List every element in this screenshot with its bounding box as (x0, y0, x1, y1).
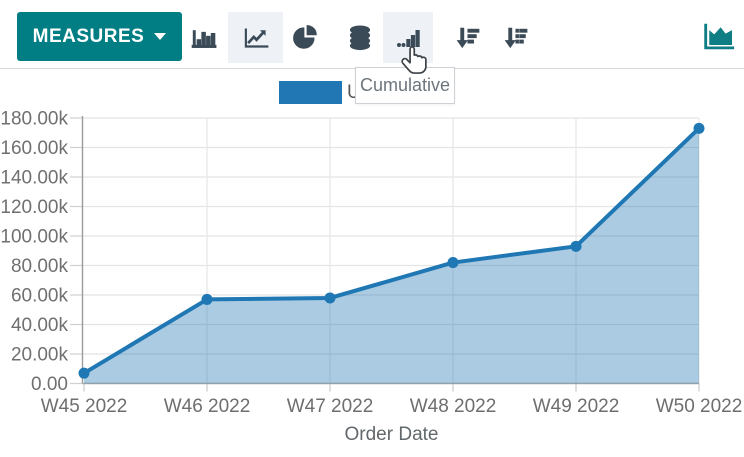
y-tick-label: 80.00k (11, 256, 69, 277)
pie-chart-button[interactable] (280, 12, 330, 63)
y-tick-label: 60.00k (11, 286, 69, 307)
x-tick-label: W47 2022 (287, 396, 374, 417)
data-point[interactable] (78, 367, 90, 379)
line-chart-icon (241, 24, 271, 51)
legend-item[interactable]: U (279, 81, 361, 104)
measures-button-label: MEASURES (32, 25, 145, 47)
sort-ascending-button[interactable] (491, 12, 541, 63)
legend-swatch (279, 81, 342, 104)
chevron-down-icon (154, 33, 167, 40)
tooltip-text: Cumulative (359, 75, 451, 95)
series-line (82, 126, 701, 376)
cumulative-bars-icon (396, 25, 420, 51)
y-tick-label: 100.00k (0, 227, 68, 248)
x-axis-title: Order Date (345, 424, 439, 445)
cumulative-button[interactable] (383, 12, 433, 63)
y-tick-label: 160.00k (0, 138, 68, 159)
line-chart-button[interactable] (228, 12, 283, 63)
cumulative-tooltip: Cumulative (355, 67, 455, 104)
area-fill (84, 128, 699, 384)
sort-descending-button[interactable] (443, 12, 493, 63)
data-point[interactable] (201, 293, 213, 305)
area-chart-shortcut-button[interactable] (695, 14, 741, 58)
y-tick-label: 0.00 (31, 374, 68, 395)
data-point[interactable] (570, 240, 582, 252)
y-tick-label: 120.00k (0, 197, 68, 218)
x-tick-label: W50 2022 (656, 396, 743, 417)
x-tick-label: W46 2022 (164, 396, 251, 417)
cursor-hand-icon (399, 44, 431, 85)
bar-chart-icon (190, 24, 217, 51)
data-point[interactable] (447, 257, 459, 269)
sort-amount-desc-icon (455, 25, 481, 51)
sort-amount-asc-icon (503, 25, 529, 51)
x-tick-label: W48 2022 (410, 396, 497, 417)
bar-chart-button[interactable] (178, 12, 228, 63)
y-tick-label: 140.00k (0, 168, 68, 189)
area-chart-icon (700, 19, 737, 54)
data-point[interactable] (693, 122, 705, 134)
x-tick-label: W45 2022 (41, 396, 128, 417)
y-tick-label: 40.00k (11, 315, 69, 336)
y-tick-label: 20.00k (11, 345, 69, 366)
pie-chart-icon (292, 24, 319, 51)
measures-button[interactable]: MEASURES (17, 12, 182, 61)
database-icon (347, 24, 373, 51)
stacked-button[interactable] (335, 12, 385, 63)
x-tick-label: W49 2022 (533, 396, 620, 417)
data-point[interactable] (324, 292, 336, 304)
y-tick-label: 180.00k (0, 109, 68, 130)
